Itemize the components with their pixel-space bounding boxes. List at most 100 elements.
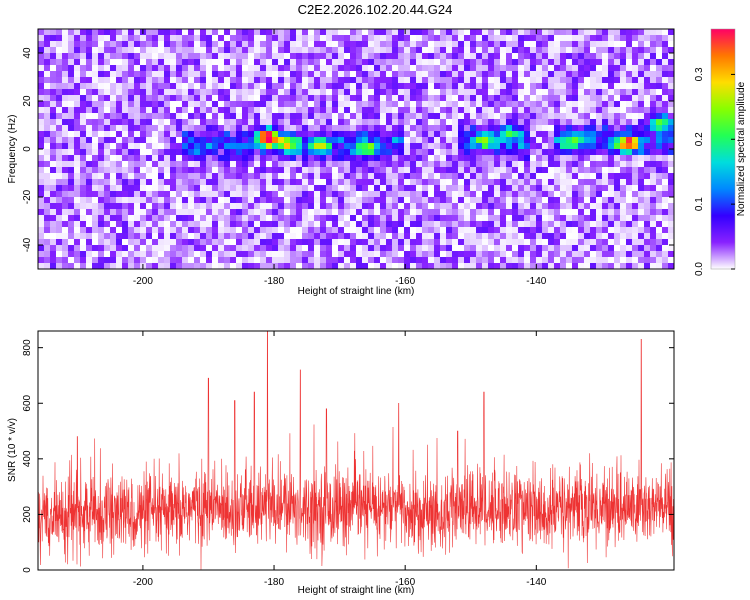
heatmap-cell	[314, 263, 321, 270]
heatmap-cell	[632, 149, 639, 156]
heatmap-cell	[464, 227, 471, 234]
heatmap-cell	[182, 41, 189, 48]
heatmap-cell	[326, 185, 333, 192]
heatmap-cell	[80, 191, 87, 198]
heatmap-cell	[284, 59, 291, 66]
heatmap-cell	[44, 119, 51, 126]
heatmap-cell	[284, 185, 291, 192]
heatmap-cell	[260, 95, 267, 102]
heatmap-cell	[182, 65, 189, 72]
heatmap-cell	[452, 137, 459, 144]
heatmap-cell	[650, 257, 657, 264]
heatmap-cell	[398, 65, 405, 72]
heatmap-cell	[104, 257, 111, 264]
heatmap-cell	[590, 185, 597, 192]
heatmap-cell	[170, 215, 177, 222]
heatmap-cell	[452, 53, 459, 60]
heatmap-cell	[200, 197, 207, 204]
heatmap-cell	[470, 245, 477, 252]
heatmap-cell	[140, 149, 147, 156]
heatmap-cell	[566, 41, 573, 48]
heatmap-cell	[362, 233, 369, 240]
heatmap-cell	[296, 29, 303, 36]
heatmap-cell	[668, 83, 675, 90]
heatmap-cell	[140, 221, 147, 228]
heatmap-cell	[74, 143, 81, 150]
heatmap-cell	[488, 107, 495, 114]
heatmap-cell	[530, 239, 537, 246]
heatmap-cell	[374, 143, 381, 150]
heatmap-cell	[116, 221, 123, 228]
heatmap-cell	[584, 89, 591, 96]
heatmap-cell	[182, 197, 189, 204]
heatmap-cell	[512, 209, 519, 216]
heatmap-cell	[242, 119, 249, 126]
heatmap-cell	[668, 131, 675, 138]
heatmap-cell	[530, 137, 537, 144]
heatmap-cell	[452, 83, 459, 90]
x-tick-label: -160	[395, 276, 415, 287]
heatmap-cell	[554, 185, 561, 192]
heatmap-cell	[296, 149, 303, 156]
heatmap-cell	[332, 191, 339, 198]
heatmap-cell	[362, 185, 369, 192]
heatmap-cell	[440, 179, 447, 186]
heatmap-cell	[296, 191, 303, 198]
heatmap-cell	[86, 215, 93, 222]
heatmap-cell	[92, 125, 99, 132]
heatmap-cell	[248, 161, 255, 168]
heatmap-cell	[572, 173, 579, 180]
heatmap-cell	[602, 95, 609, 102]
heatmap-cell	[344, 143, 351, 150]
heatmap-cell	[314, 89, 321, 96]
heatmap-cell	[482, 197, 489, 204]
heatmap-cell	[80, 239, 87, 246]
heatmap-cell	[494, 113, 501, 120]
heatmap-cell	[662, 245, 669, 252]
heatmap-cell	[578, 41, 585, 48]
heatmap-cell	[272, 125, 279, 132]
heatmap-cell	[422, 89, 429, 96]
heatmap-cell	[356, 221, 363, 228]
heatmap-cell	[74, 41, 81, 48]
heatmap-cell	[254, 203, 261, 210]
heatmap-cell	[416, 173, 423, 180]
heatmap-cell	[122, 89, 129, 96]
heatmap-cell	[326, 137, 333, 144]
heatmap-cell	[614, 203, 621, 210]
heatmap-cell	[272, 179, 279, 186]
heatmap-cell	[110, 29, 117, 36]
heatmap-cell	[380, 173, 387, 180]
heatmap-cell	[176, 215, 183, 222]
heatmap-cell	[56, 35, 63, 42]
heatmap-cell	[374, 113, 381, 120]
heatmap-cell	[170, 59, 177, 66]
heatmap-cell	[86, 101, 93, 108]
heatmap-cell	[644, 209, 651, 216]
heatmap-cell	[392, 245, 399, 252]
heatmap-cell	[476, 203, 483, 210]
heatmap-cell	[254, 179, 261, 186]
heatmap-cell	[542, 185, 549, 192]
snr-series-line	[37, 330, 675, 570]
heatmap-cell	[332, 59, 339, 66]
heatmap-cell	[422, 47, 429, 54]
heatmap-cell	[182, 77, 189, 84]
heatmap-cell	[182, 173, 189, 180]
heatmap-cell	[278, 77, 285, 84]
heatmap-cell	[362, 29, 369, 36]
heatmap-cell	[560, 215, 567, 222]
heatmap-cell	[80, 263, 87, 270]
heatmap-cell	[626, 203, 633, 210]
heatmap-cell	[206, 35, 213, 42]
heatmap-cell	[428, 239, 435, 246]
heatmap-cell	[206, 95, 213, 102]
heatmap-cell	[404, 53, 411, 60]
heatmap-cell	[278, 251, 285, 258]
heatmap-cell	[392, 161, 399, 168]
heatmap-cell	[560, 131, 567, 138]
heatmap-cell	[314, 143, 321, 150]
heatmap-cell	[236, 101, 243, 108]
heatmap-cell	[500, 47, 507, 54]
heatmap-cell	[344, 119, 351, 126]
